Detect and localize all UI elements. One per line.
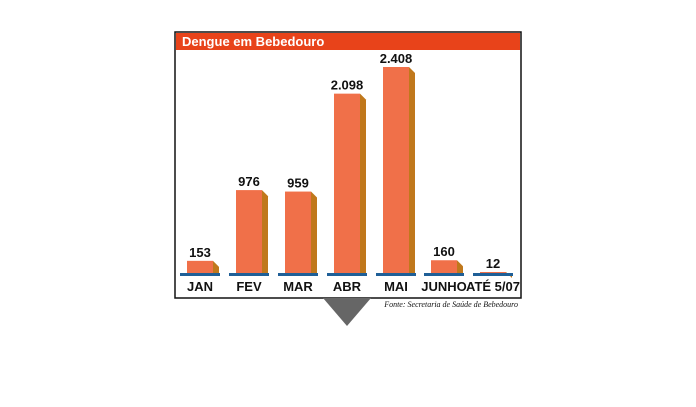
baseline-segment xyxy=(278,273,318,276)
baseline-segment xyxy=(229,273,269,276)
data-label: 959 xyxy=(287,176,309,191)
source-note: Fonte: Secretaria de Saúde de Bebedouro xyxy=(383,300,518,309)
baseline-segment xyxy=(180,273,220,276)
bar-side xyxy=(213,260,219,274)
category-label: JUNHO xyxy=(421,279,467,294)
data-label: 2.098 xyxy=(331,78,364,93)
category-label: JAN xyxy=(187,279,213,294)
bar xyxy=(187,260,213,274)
category-label: MAI xyxy=(384,279,408,294)
bar xyxy=(285,191,311,274)
data-label: 2.408 xyxy=(380,51,413,66)
category-label: MAR xyxy=(283,279,313,294)
bar-side xyxy=(409,67,415,274)
data-label: 153 xyxy=(189,245,211,260)
category-label: FEV xyxy=(236,279,262,294)
bar-side xyxy=(262,190,268,274)
category-label: ABR xyxy=(333,279,362,294)
bars-layer: 153 JAN 976 FEV 959 MAR 2.098 ABR 2.408 MAI 160 JUN… xyxy=(180,51,520,294)
bar-side xyxy=(457,260,463,274)
bar xyxy=(431,260,457,274)
bar xyxy=(383,67,409,274)
bar xyxy=(236,190,262,274)
category-label: ATÉ 5/07 xyxy=(466,279,520,294)
baseline-segment xyxy=(424,273,464,276)
chart-title: Dengue em Bebedouro xyxy=(182,34,324,49)
bar-side xyxy=(311,191,317,274)
data-label: 160 xyxy=(433,244,455,259)
baseline-segment xyxy=(327,273,367,276)
pointer-triangle xyxy=(323,298,371,326)
data-label: 976 xyxy=(238,174,260,189)
title-bar xyxy=(176,33,520,50)
baseline-segment xyxy=(376,273,416,276)
bar xyxy=(334,93,360,274)
data-label: 12 xyxy=(486,256,500,271)
baseline-segment xyxy=(473,273,513,276)
bar-side xyxy=(360,93,366,274)
